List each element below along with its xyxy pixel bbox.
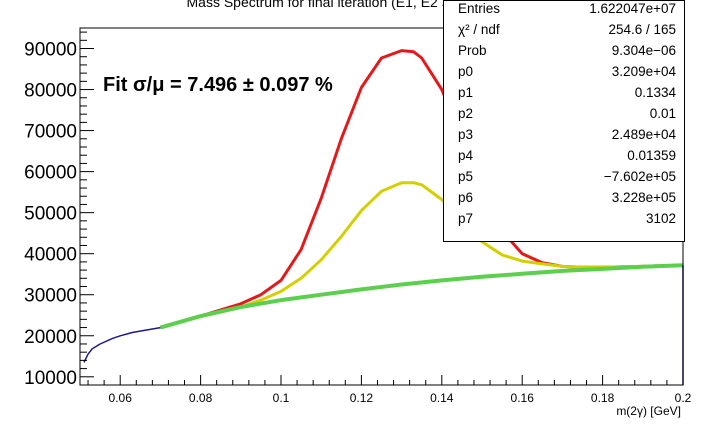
x-tick-label: 0.2 — [675, 391, 692, 405]
stat-value: −7.602e+05 — [603, 169, 676, 184]
y-tick-label: 50000 — [24, 204, 77, 225]
stat-value: 0.01359 — [627, 148, 676, 163]
y-tick-label: 60000 — [24, 163, 77, 184]
x-tick-label: 0.1 — [273, 391, 290, 405]
stat-row-prob: Prob 9.304e−06 — [444, 43, 684, 63]
stat-name: p7 — [458, 211, 474, 226]
x-tick-label: 0.18 — [591, 391, 615, 405]
stat-name: Entries — [458, 1, 501, 16]
stat-value: 9.304e−06 — [611, 43, 676, 58]
stat-name: p3 — [458, 127, 474, 142]
x-axis-label: m(2γ) [GeV] — [616, 404, 681, 418]
stat-row-chi2: χ² / ndf 254.6 / 165 — [444, 22, 684, 42]
fit-result-label: Fit σ/μ = 7.496 ± 0.097 % — [103, 74, 333, 96]
chart-title: Mass Spectrum for final iteration (E1, E… — [186, 0, 515, 10]
stat-name: Prob — [458, 43, 487, 58]
x-tick-label: 0.06 — [109, 391, 133, 405]
stat-row-p4: p4 0.01359 — [444, 148, 684, 168]
stat-value: 3.209e+04 — [611, 64, 676, 79]
stat-value: 0.1334 — [634, 85, 676, 100]
stat-name: p6 — [458, 190, 474, 205]
y-tick-label: 70000 — [24, 122, 77, 143]
stat-row-p3: p3 2.489e+04 — [444, 127, 684, 147]
stat-value: 3.228e+05 — [611, 190, 676, 205]
stat-name: p4 — [458, 148, 474, 163]
stats-box: Entries 1.622047e+07 χ² / ndf 254.6 / 165 … — [443, 0, 685, 242]
series-layer — [83, 49, 684, 385]
stat-row-p5: p5 −7.602e+05 — [444, 169, 684, 189]
stat-row-p2: p2 0.01 — [444, 106, 684, 126]
y-tick-label: 40000 — [24, 245, 77, 266]
series-line-3 — [159, 263, 684, 330]
stat-name: p2 — [458, 106, 474, 121]
stat-name: χ² / ndf — [458, 22, 500, 37]
stat-value: 1.622047e+07 — [589, 1, 676, 16]
x-tick-label: 0.16 — [511, 391, 535, 405]
y-tick-label: 80000 — [24, 81, 77, 102]
stat-name: p5 — [458, 169, 474, 184]
x-tick-label: 0.12 — [350, 391, 374, 405]
y-tick-label: 10000 — [24, 368, 77, 389]
stat-name: p0 — [458, 64, 474, 79]
stat-row-entries: Entries 1.622047e+07 — [444, 1, 684, 21]
stat-row-p6: p6 3.228e+05 — [444, 190, 684, 210]
stat-row-p0: p0 3.209e+04 — [444, 64, 684, 84]
stat-value: 2.489e+04 — [611, 127, 676, 142]
y-tick-label: 30000 — [24, 286, 77, 307]
x-tick-label: 0.08 — [189, 391, 213, 405]
stat-value: 0.01 — [649, 106, 676, 121]
stat-value: 3102 — [645, 211, 676, 226]
stat-name: p1 — [458, 85, 474, 100]
x-tick-label: 0.14 — [430, 391, 454, 405]
y-tick-label: 90000 — [24, 40, 77, 61]
stat-value: 254.6 / 165 — [608, 22, 676, 37]
stat-row-p1: p1 0.1334 — [444, 85, 684, 105]
y-tick-label: 20000 — [24, 327, 77, 348]
stat-row-p7: p7 3102 — [444, 211, 684, 231]
